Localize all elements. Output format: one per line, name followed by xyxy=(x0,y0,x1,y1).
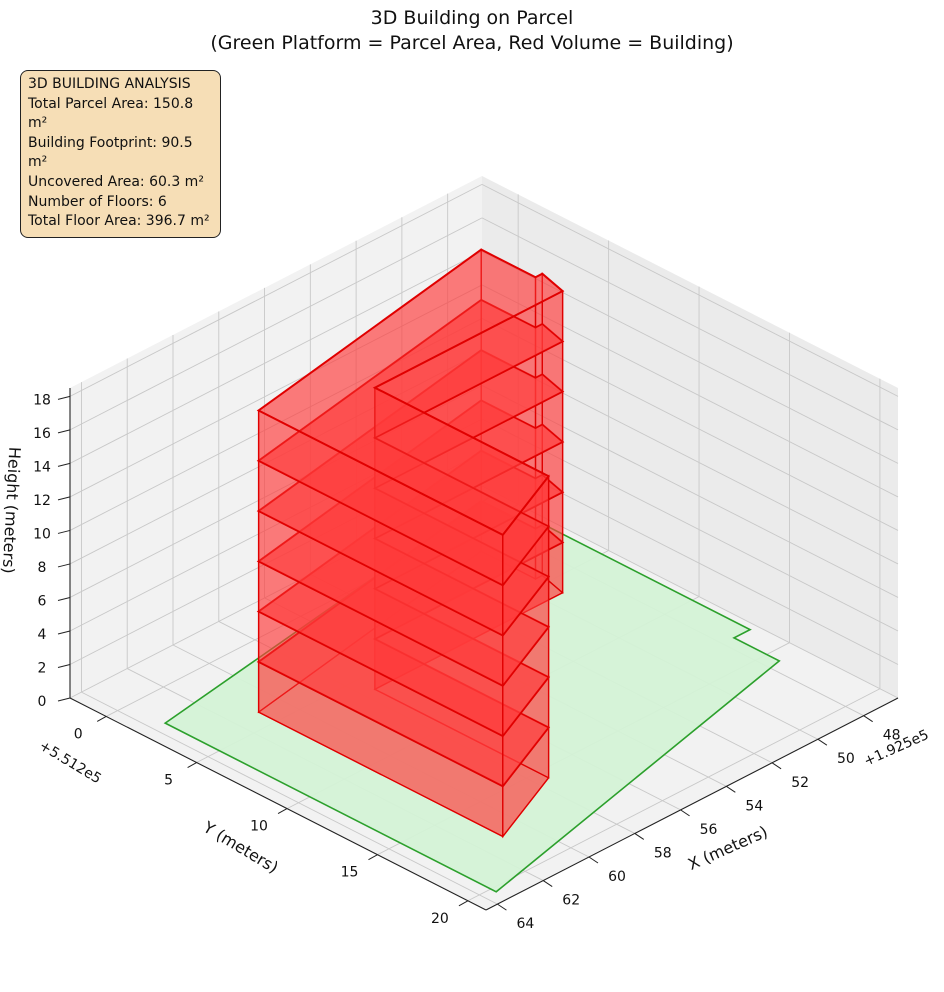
grid-line-z-right xyxy=(481,318,899,531)
grid-line-z-left xyxy=(69,183,483,397)
grid-line-z-left xyxy=(69,452,483,665)
grid-line-z-right xyxy=(481,217,899,431)
x-tick-label: 54 xyxy=(745,798,763,814)
z-tick-label: 8 xyxy=(38,560,47,576)
back-right-pane xyxy=(482,176,898,698)
z-tick-label: 18 xyxy=(33,392,51,408)
chart-title-line-1: 3D Building on Parcel xyxy=(370,7,574,29)
z-tick-label: 4 xyxy=(38,627,47,643)
x-tick-label: 50 xyxy=(837,751,855,767)
grid-line-z-left xyxy=(69,251,483,464)
y-axis-line xyxy=(69,697,487,911)
y-tick-label: 10 xyxy=(250,819,268,835)
grid-line-z-right xyxy=(481,485,899,699)
building-floor xyxy=(256,298,565,638)
info-floor-count: Number of Floors: 6 xyxy=(28,193,167,210)
axis-lines xyxy=(69,388,899,911)
z-tick-mark xyxy=(57,395,71,400)
x-tick-mark xyxy=(497,903,507,911)
x-tick-mark xyxy=(817,738,828,746)
info-heading: 3D BUILDING ANALYSIS xyxy=(28,76,191,92)
z-tick-mark xyxy=(57,429,71,434)
x-axis-line xyxy=(485,697,899,911)
z-tick-mark xyxy=(57,462,71,467)
z-tick-mark xyxy=(57,630,71,635)
info-parcel-area: Total Parcel Area: 150.8 m² xyxy=(28,95,194,132)
y-tick-label: 15 xyxy=(341,865,359,881)
x-tick-mark xyxy=(680,809,690,817)
y-tick-mark xyxy=(187,762,197,768)
info-building-footprint: Building Footprint: 90.5 m² xyxy=(28,134,193,171)
grid-line-z-right xyxy=(481,351,899,565)
z-tick-mark xyxy=(57,596,71,601)
z-tick-mark xyxy=(57,563,71,568)
x-tick-label: 60 xyxy=(608,869,626,885)
x-tick-label: 52 xyxy=(791,775,809,791)
z-tick-label: 6 xyxy=(38,593,47,609)
chart-title-line-2: (Green Platform = Parcel Area, Red Volum… xyxy=(210,32,734,54)
grid-line-z-right xyxy=(481,452,899,665)
y-tick-label: 5 xyxy=(164,773,173,789)
y-tick-mark xyxy=(368,854,378,861)
y-axis-label: Y (meters) xyxy=(199,817,281,877)
analysis-info-box: 3D BUILDING ANALYSIS Total Parcel Area: … xyxy=(20,70,221,238)
x-tick-label: 56 xyxy=(700,822,718,838)
x-tick-label: 62 xyxy=(562,893,580,909)
floor-top-edge xyxy=(256,248,565,537)
x-tick-mark xyxy=(588,856,599,864)
grid-line-z-right xyxy=(481,251,899,464)
tick-marks xyxy=(57,395,873,911)
x-axis-label: X (meters) xyxy=(685,822,770,874)
x-tick-label: 58 xyxy=(654,845,672,861)
x-tick-mark xyxy=(863,715,873,723)
grid-line-z-left xyxy=(69,485,483,699)
grid-line-z-right xyxy=(481,385,899,598)
z-tick-label: 0 xyxy=(38,694,47,710)
grid-line-z-left xyxy=(69,217,483,431)
tick-labels: 48 50 52 54 56 58 60 62 64 0 5 10 15 20 0 2 4 6 8 10 12 14 16 1… xyxy=(33,392,900,932)
x-tick-mark xyxy=(634,833,645,840)
z-tick-label: 14 xyxy=(33,459,51,475)
z-tick-mark xyxy=(57,697,71,702)
y-tick-label: 20 xyxy=(431,911,449,927)
grid-line-z-left xyxy=(69,418,483,632)
z-tick-label: 2 xyxy=(38,660,47,676)
y-tick-label: 0 xyxy=(74,726,83,742)
grid-line-z-right xyxy=(481,183,899,397)
x-tick-label: 48 xyxy=(883,728,901,744)
building-volume xyxy=(256,248,565,839)
z-tick-mark xyxy=(57,496,71,501)
x-tick-label: 64 xyxy=(517,916,535,932)
grid-line-z-left xyxy=(69,351,483,565)
parcel-polygon xyxy=(163,495,781,893)
grid-line-x-floor xyxy=(81,691,498,905)
info-uncovered-area: Uncovered Area: 60.3 m² xyxy=(28,173,204,190)
grid-line-z-left xyxy=(69,318,483,531)
building-floor xyxy=(256,348,565,688)
y-tick-mark xyxy=(458,900,469,907)
z-axis-label: Height (meters) xyxy=(0,446,24,574)
y-tick-mark xyxy=(277,808,288,815)
z-tick-mark xyxy=(57,664,71,668)
x-tick-mark xyxy=(771,762,782,770)
building-floor xyxy=(256,248,565,588)
grid-line-z-right xyxy=(481,418,899,632)
parcel-platform xyxy=(163,495,781,893)
z-tick-mark xyxy=(57,529,71,534)
z-tick-label: 10 xyxy=(33,526,51,542)
x-tick-mark xyxy=(726,785,736,793)
info-total-floor-area: Total Floor Area: 396.7 m² xyxy=(28,213,210,230)
y-axis-offset: +5.512e5 xyxy=(36,738,104,787)
x-tick-mark xyxy=(542,880,553,887)
y-tick-mark xyxy=(96,715,107,722)
grid-line-y-floor xyxy=(467,688,881,902)
building-floor xyxy=(256,499,565,839)
grid-line-z-left xyxy=(69,284,483,498)
building-floor xyxy=(256,449,565,789)
grid-line-z-left xyxy=(69,385,483,598)
z-tick-label: 16 xyxy=(33,426,51,442)
z-tick-label: 12 xyxy=(33,493,51,509)
grid-line-z-right xyxy=(481,284,899,498)
